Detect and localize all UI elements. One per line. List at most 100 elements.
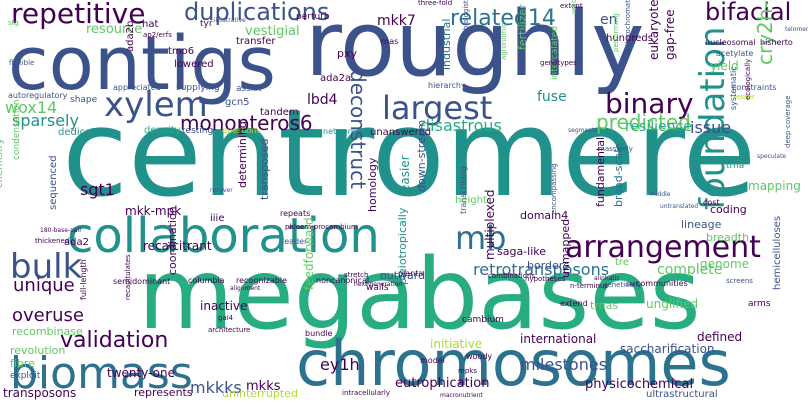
word-sgt1: sgt1 xyxy=(80,180,115,199)
word-bifacial: bifacial xyxy=(705,0,792,26)
word-issue: issue xyxy=(690,118,732,137)
word-sequenced: sequenced xyxy=(48,155,59,210)
word-ap2-erfs: ap2/erfs xyxy=(143,31,172,39)
word-inactive: inactive xyxy=(200,299,248,313)
word-mkk7: mkk7 xyxy=(377,13,416,29)
word-twenty-one: twenty-one xyxy=(107,366,175,380)
word-ecologically: ecologically xyxy=(744,58,752,100)
word-density: density xyxy=(144,125,181,136)
word-mkks: mkks xyxy=(246,379,281,394)
word-recognizable: recognizable xyxy=(236,276,288,285)
word-trnas: trnas xyxy=(590,299,619,312)
word-genotypes: genotypes xyxy=(540,59,577,67)
word-disastrous: disastrous xyxy=(420,116,502,135)
word-hypotheses: hypotheses xyxy=(525,275,566,283)
word-contigs: contigs xyxy=(8,21,276,107)
word-overuse: overuse xyxy=(12,305,84,326)
word-stretch: stretch xyxy=(344,271,369,279)
word-validation: validation xyxy=(60,328,169,353)
word-reconstitution: reconstitution xyxy=(570,0,578,14)
word-collaboration: collaboration xyxy=(67,208,380,264)
word-shape: shape xyxy=(70,95,98,105)
word-monopteros6: monopteros6 xyxy=(180,111,313,135)
word-mapping: mapping xyxy=(748,179,801,193)
word-en: en xyxy=(600,12,618,28)
word-flexible: flexible xyxy=(9,59,35,67)
word-fertilizer: fertilizer xyxy=(516,4,529,50)
word-bundle: bundle xyxy=(305,329,333,338)
word-retrotransposons: retrotransposons xyxy=(473,260,610,279)
word-leader: leader xyxy=(282,237,308,246)
word-dedicates: dedicates xyxy=(58,127,107,138)
word-determining: determining xyxy=(236,121,249,188)
word-rnas: rnas xyxy=(381,37,399,46)
word-easier: easier xyxy=(398,155,412,192)
word-lineage: lineage xyxy=(681,218,722,231)
word-down-stream: down-stream xyxy=(415,119,428,192)
word-tandem: tandem xyxy=(260,107,299,118)
word-physicochemical: physicochemical xyxy=(585,377,694,392)
word-assist: assist xyxy=(236,84,262,94)
word-repetitive: repetitive xyxy=(11,0,146,30)
word-illustrative: illustrative xyxy=(214,17,246,24)
word-recover: recover xyxy=(210,187,233,194)
word-noncanonical: noncanonical xyxy=(316,276,370,285)
word-intercalated: intercalated xyxy=(550,25,560,80)
word-domain4: domain4 xyxy=(520,209,569,222)
word-planta: planta xyxy=(398,269,424,278)
word-iiie: iiie xyxy=(210,213,225,224)
word-unanswered: unanswered xyxy=(370,127,432,138)
word-tyr: tyr xyxy=(200,19,213,29)
word-lbd4: lbd4 xyxy=(307,92,338,108)
word-screens: screens xyxy=(726,277,753,285)
word-outward: outward xyxy=(380,269,426,282)
word-cry2h-seg: cry2h-seg xyxy=(753,0,777,65)
word-saccharification: saccharification xyxy=(620,342,715,356)
word-tmo6: tmo6 xyxy=(168,46,195,57)
word-macronutrient: macronutrient xyxy=(440,392,483,399)
word-saga-like: saga-like xyxy=(497,245,547,258)
word-tre: tre xyxy=(615,257,629,268)
word-breadth: breadth xyxy=(706,231,750,244)
word-ada2b: ada2b xyxy=(125,20,136,52)
word-transposed: transposed xyxy=(258,138,271,200)
word-full-length: full-length xyxy=(79,259,88,300)
word-coding: coding xyxy=(710,203,747,216)
word-transcribing: transcribing xyxy=(459,166,468,214)
word-arrangement: arrangement xyxy=(565,230,761,265)
word-fuse: fuse xyxy=(537,89,567,105)
word-heterochromatic: heterochromatic xyxy=(624,0,632,52)
word-cost: cost xyxy=(703,198,720,207)
word-pxy: pxy xyxy=(337,47,358,60)
word-centromere: centromere xyxy=(62,85,757,224)
word-unique: unique xyxy=(13,275,75,296)
word-hundreds: hundreds xyxy=(606,33,653,44)
word-hemicelluloses: hemicelluloses xyxy=(772,215,783,290)
word-hierarchy: hierarchy xyxy=(428,81,466,90)
word-aliphatic: aliphatic xyxy=(594,275,620,282)
word-biomass: biomass xyxy=(10,348,193,399)
word-sparsely: sparsely xyxy=(12,111,79,130)
word-chromosomes: chromosomes xyxy=(296,327,731,400)
word-gai4: gai4 xyxy=(218,314,234,322)
word-combinations: combinations xyxy=(488,272,536,280)
word-largest: largest xyxy=(382,89,493,127)
word-arms: arms xyxy=(748,299,771,309)
word-mkk-mpk: mkk-mpk xyxy=(125,204,182,218)
word-deep-coverage: deep-coverage xyxy=(784,95,792,148)
word-columbia: columbia xyxy=(188,276,225,285)
word-xylem: xylem xyxy=(104,85,208,125)
word-predicted: predicted xyxy=(596,110,691,134)
word-nucleosomal: nucleosomal xyxy=(705,38,756,47)
word-defined: defined xyxy=(697,330,743,344)
word-ultrastructural: ultrastructural xyxy=(646,389,718,400)
word-hat: hat xyxy=(142,19,159,30)
word-stg: stg xyxy=(8,19,19,27)
word-industrial: industrial xyxy=(440,18,453,70)
word-cambium: cambium xyxy=(462,315,504,325)
word-genetically: genetically xyxy=(603,281,642,289)
word-systematic: systematic xyxy=(729,66,738,110)
word-appreciated: appreciated xyxy=(113,83,161,92)
word-agronomic: agronomic xyxy=(500,22,508,60)
word-hisherto: hisherto xyxy=(760,38,793,47)
